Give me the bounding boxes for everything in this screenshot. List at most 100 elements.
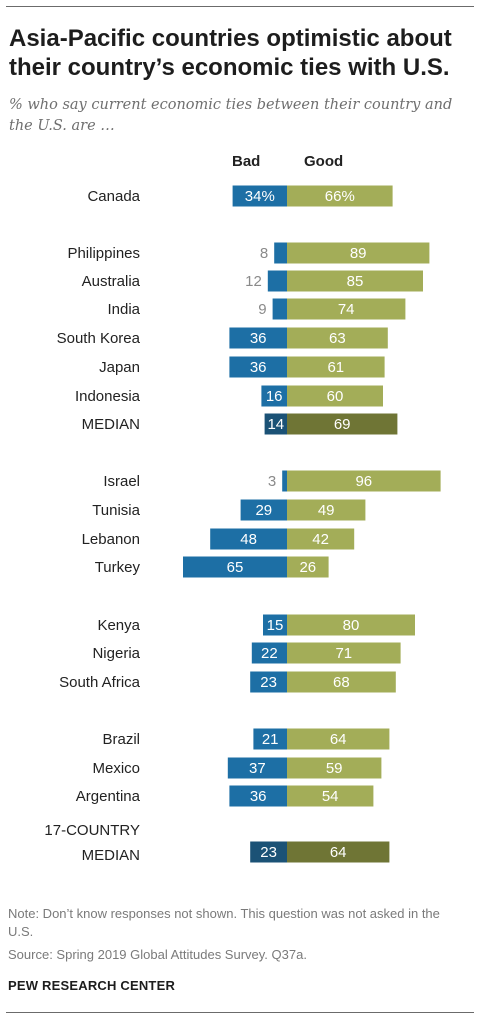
row-label: Kenya <box>97 617 140 634</box>
row-label: Japan <box>99 359 140 376</box>
bad-bar <box>272 298 287 320</box>
chart-area: Canada 34% 66% Philippines 8 89 Australia 12 85 I… <box>44 185 441 864</box>
bad-bar <box>263 614 287 636</box>
chart-title: Asia-Pacific countries optimistic about … <box>9 25 452 81</box>
good-value-label: 59 <box>326 760 343 777</box>
good-bar <box>287 327 388 349</box>
good-value-label: 64 <box>330 844 347 861</box>
bad-value-label: 8 <box>260 245 268 262</box>
bad-bar <box>250 671 287 693</box>
good-bar <box>287 671 396 693</box>
bad-bar <box>240 499 287 521</box>
row-label: Brazil <box>102 731 140 748</box>
good-value-label: 69 <box>334 416 351 433</box>
bad-bar <box>229 327 287 349</box>
bad-bar <box>274 242 287 264</box>
row-label: Nigeria <box>92 645 140 662</box>
footnote: Note: Don’t know responses not shown. Th… <box>8 906 440 939</box>
bad-value-label: 36 <box>250 359 267 376</box>
bad-value-label: 21 <box>262 731 279 748</box>
good-value-label: 26 <box>299 559 316 576</box>
good-value-label: 71 <box>335 645 352 662</box>
good-value-label: 68 <box>333 674 350 691</box>
bad-value-label: 22 <box>261 645 278 662</box>
source-note: Source: Spring 2019 Global Attitudes Sur… <box>8 947 307 962</box>
good-bar <box>287 470 441 492</box>
bad-value-label: 14 <box>267 416 284 433</box>
good-bar <box>287 356 385 378</box>
row-label: Turkey <box>95 559 141 576</box>
bad-bar <box>264 413 287 435</box>
good-bar <box>287 556 329 578</box>
bad-bar <box>210 528 287 550</box>
good-value-label: 96 <box>355 473 372 490</box>
good-value-label: 63 <box>329 330 346 347</box>
chart-subtitle: % who say current economic ties between … <box>9 97 453 134</box>
good-value-label: 42 <box>312 531 329 548</box>
bad-bar <box>282 470 287 492</box>
good-bar <box>287 614 415 636</box>
bad-bar <box>261 385 287 407</box>
bad-bar <box>267 270 287 292</box>
bad-value-label: 29 <box>255 502 272 519</box>
bad-value-label: 15 <box>267 617 284 634</box>
bad-value-label: 34% <box>245 188 275 205</box>
bad-value-label: 3 <box>268 473 276 490</box>
bad-bar <box>183 556 287 578</box>
row-label: Lebanon <box>82 531 140 548</box>
good-value-label: 60 <box>327 388 344 405</box>
bad-bar <box>227 757 287 779</box>
good-bar <box>287 413 398 435</box>
good-bar <box>287 385 383 407</box>
bad-value-label: 12 <box>245 273 262 290</box>
good-bar <box>287 841 390 863</box>
bad-value-label: 23 <box>260 674 277 691</box>
good-bar <box>287 242 430 264</box>
good-bar <box>287 642 401 664</box>
row-label: South Korea <box>57 330 141 347</box>
bad-value-label: 23 <box>260 844 277 861</box>
good-bar <box>287 728 390 750</box>
legend-bad: Bad <box>232 153 261 170</box>
good-value-label: 49 <box>318 502 335 519</box>
row-label: Israel <box>103 473 140 490</box>
legend-good: Good <box>304 153 344 170</box>
row-label: Canada <box>87 188 140 205</box>
row-label: India <box>107 301 140 318</box>
bad-bar <box>250 841 287 863</box>
bad-bar <box>232 185 287 207</box>
good-bar <box>287 528 355 550</box>
row-label: MEDIAN <box>82 416 140 433</box>
pew-logo-text: PEW RESEARCH CENTER <box>8 978 176 993</box>
row-label: Tunisia <box>92 502 140 519</box>
bad-value-label: 16 <box>266 388 283 405</box>
bad-bar <box>229 785 287 807</box>
bad-value-label: 36 <box>250 330 267 347</box>
row-label: Argentina <box>76 788 141 805</box>
row-label-line: 17-COUNTRY <box>44 822 140 839</box>
bad-bar <box>251 642 287 664</box>
row-label: Mexico <box>92 760 140 777</box>
top-rule <box>6 6 474 7</box>
bad-value-label: 37 <box>249 760 266 777</box>
good-value-label: 54 <box>322 788 339 805</box>
good-value-label: 64 <box>330 731 347 748</box>
good-bar <box>287 757 382 779</box>
good-value-label: 85 <box>347 273 364 290</box>
bad-bar <box>253 728 287 750</box>
row-label: Philippines <box>67 245 140 262</box>
good-value-label: 66% <box>325 188 355 205</box>
bad-value-label: 65 <box>227 559 244 576</box>
row-label: Australia <box>82 273 141 290</box>
good-bar <box>287 270 423 292</box>
row-label: Indonesia <box>75 388 141 405</box>
good-bar <box>287 298 406 320</box>
good-value-label: 61 <box>327 359 344 376</box>
bad-value-label: 9 <box>258 301 266 318</box>
bad-value-label: 36 <box>250 788 267 805</box>
bad-value-label: 48 <box>240 531 257 548</box>
row-label: South Africa <box>59 674 141 691</box>
good-value-label: 89 <box>350 245 367 262</box>
bottom-rule <box>6 1012 474 1013</box>
row-label-line: MEDIAN <box>82 847 140 864</box>
